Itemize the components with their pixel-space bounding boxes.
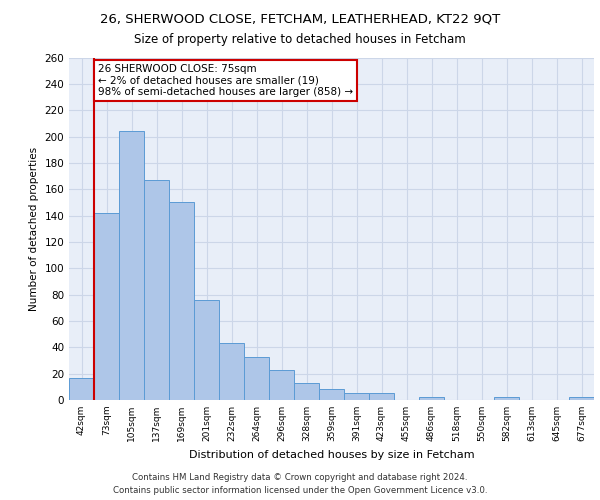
Bar — [69, 378, 94, 400]
Bar — [419, 398, 444, 400]
Bar — [244, 356, 269, 400]
Bar — [269, 370, 294, 400]
Bar — [194, 300, 219, 400]
Y-axis label: Number of detached properties: Number of detached properties — [29, 146, 39, 311]
Bar — [344, 394, 369, 400]
Bar — [219, 344, 244, 400]
Bar — [169, 202, 194, 400]
Text: Size of property relative to detached houses in Fetcham: Size of property relative to detached ho… — [134, 32, 466, 46]
Bar — [494, 398, 519, 400]
Text: 26, SHERWOOD CLOSE, FETCHAM, LEATHERHEAD, KT22 9QT: 26, SHERWOOD CLOSE, FETCHAM, LEATHERHEAD… — [100, 12, 500, 26]
Bar — [369, 394, 394, 400]
Bar — [569, 398, 594, 400]
Text: 26 SHERWOOD CLOSE: 75sqm
← 2% of detached houses are smaller (19)
98% of semi-de: 26 SHERWOOD CLOSE: 75sqm ← 2% of detache… — [98, 64, 353, 98]
Bar — [319, 390, 344, 400]
Text: Contains public sector information licensed under the Open Government Licence v3: Contains public sector information licen… — [113, 486, 487, 495]
Bar — [144, 180, 169, 400]
Bar — [94, 213, 119, 400]
X-axis label: Distribution of detached houses by size in Fetcham: Distribution of detached houses by size … — [188, 450, 475, 460]
Bar — [119, 132, 144, 400]
Bar — [294, 383, 319, 400]
Text: Contains HM Land Registry data © Crown copyright and database right 2024.: Contains HM Land Registry data © Crown c… — [132, 474, 468, 482]
